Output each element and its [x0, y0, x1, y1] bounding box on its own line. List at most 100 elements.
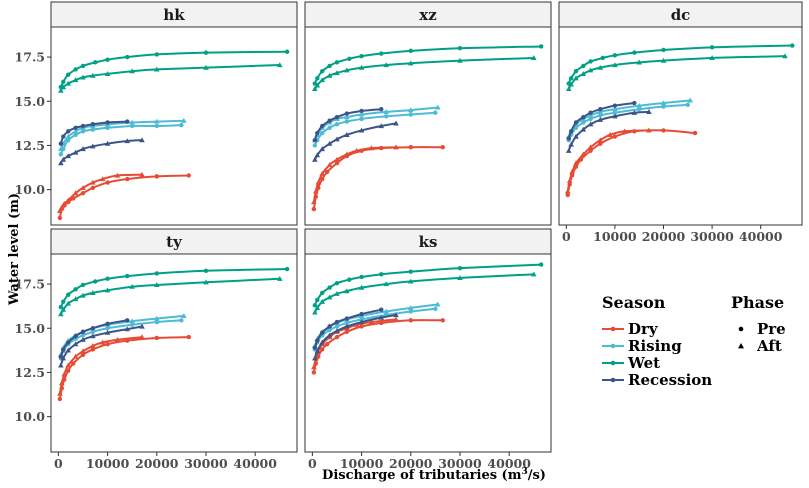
series-group-ks — [311, 262, 544, 375]
y-tick-label: 17.5 — [15, 277, 45, 292]
strip-dc — [558, 1, 803, 28]
series-xz-wet-pre — [312, 44, 544, 86]
data-point — [334, 334, 340, 340]
data-point — [407, 278, 414, 284]
data-point — [319, 146, 326, 152]
data-point — [588, 116, 593, 122]
data-point — [324, 341, 330, 347]
data-point — [90, 326, 96, 331]
data-point — [587, 67, 594, 73]
data-point — [393, 120, 399, 126]
data-point — [312, 309, 318, 315]
data-point — [139, 323, 145, 329]
data-point — [57, 390, 63, 396]
data-point — [457, 57, 463, 63]
series-ty-dry-pre — [57, 334, 191, 402]
data-point — [327, 118, 332, 123]
data-point — [597, 109, 604, 114]
data-point — [312, 303, 318, 308]
legend-season-marker — [610, 343, 616, 349]
data-point — [344, 316, 350, 321]
legend-phase-title: Phase — [731, 293, 784, 312]
data-point — [72, 190, 79, 196]
data-point — [573, 133, 579, 139]
data-point — [568, 141, 574, 147]
data-point — [105, 57, 110, 62]
data-point — [60, 156, 67, 162]
data-point — [104, 71, 111, 76]
panels: hk 10.0 12.5 15.0 17.5 xz dc 0 10000 20000 30000 40… — [15, 1, 803, 471]
series-group-xz — [311, 44, 544, 212]
data-point — [408, 309, 413, 314]
panel-dc: dc 0 10000 20000 30000 40000 — [558, 1, 803, 244]
data-point — [581, 63, 586, 69]
data-point — [114, 172, 121, 178]
strip-label-dc: dc — [671, 6, 691, 24]
data-point — [129, 68, 135, 74]
data-point — [58, 362, 64, 368]
data-point — [326, 140, 333, 146]
data-point — [314, 152, 321, 158]
data-point — [104, 329, 111, 335]
panel-border-ks — [304, 253, 552, 453]
data-point — [61, 299, 66, 304]
data-point — [312, 81, 318, 86]
panel-ks: ks 0 10000 20000 30000 40000 — [304, 228, 552, 471]
data-point — [154, 319, 159, 325]
x-axis-title: Discharge of tributaries (m3/s) — [322, 467, 546, 483]
data-point — [154, 174, 159, 179]
data-point — [383, 281, 389, 287]
data-point — [125, 273, 130, 279]
legend-phase-aft: Aft — [756, 337, 782, 355]
x-tick-label: 10000 — [340, 456, 384, 471]
data-point — [687, 97, 694, 103]
data-point — [358, 111, 365, 117]
data-point — [790, 43, 795, 48]
data-point — [90, 127, 96, 132]
data-point — [315, 76, 320, 81]
data-point — [315, 130, 320, 136]
data-point — [660, 100, 667, 106]
data-point — [61, 79, 66, 85]
panel-xz: xz — [304, 1, 552, 226]
series-ks-wet-aft — [312, 271, 537, 315]
x-tick-label: 10000 — [86, 456, 130, 471]
data-point — [311, 364, 317, 370]
data-point — [65, 197, 72, 203]
data-point — [457, 46, 463, 51]
series-dc-dry-aft — [564, 127, 652, 194]
data-point — [581, 120, 586, 125]
data-point — [153, 66, 160, 72]
data-point — [312, 86, 318, 91]
data-point — [312, 345, 318, 350]
data-point — [66, 292, 71, 297]
data-point — [433, 306, 438, 312]
x-tick-label: 30000 — [438, 456, 482, 471]
data-point — [73, 132, 78, 138]
data-point — [358, 319, 365, 325]
data-point — [104, 287, 111, 293]
data-point — [580, 151, 587, 157]
data-point — [80, 333, 86, 338]
y-tick-label: 15.0 — [15, 94, 46, 109]
data-point — [153, 282, 160, 288]
data-point — [181, 117, 187, 123]
data-point — [80, 282, 86, 288]
data-point — [407, 305, 414, 311]
strip-label-hk: hk — [163, 6, 185, 24]
data-point — [568, 129, 574, 134]
data-point — [58, 152, 64, 157]
data-point — [90, 72, 96, 78]
panel-border-ty — [50, 253, 298, 453]
legend-season-wet: Wet — [627, 354, 660, 372]
x-tick-label: 0 — [562, 229, 571, 244]
data-point — [632, 50, 637, 55]
data-point — [408, 145, 413, 150]
data-point — [125, 54, 130, 60]
data-point — [580, 71, 587, 76]
data-point — [72, 296, 79, 302]
data-point — [80, 190, 86, 196]
data-point — [312, 355, 318, 361]
data-point — [565, 192, 570, 198]
